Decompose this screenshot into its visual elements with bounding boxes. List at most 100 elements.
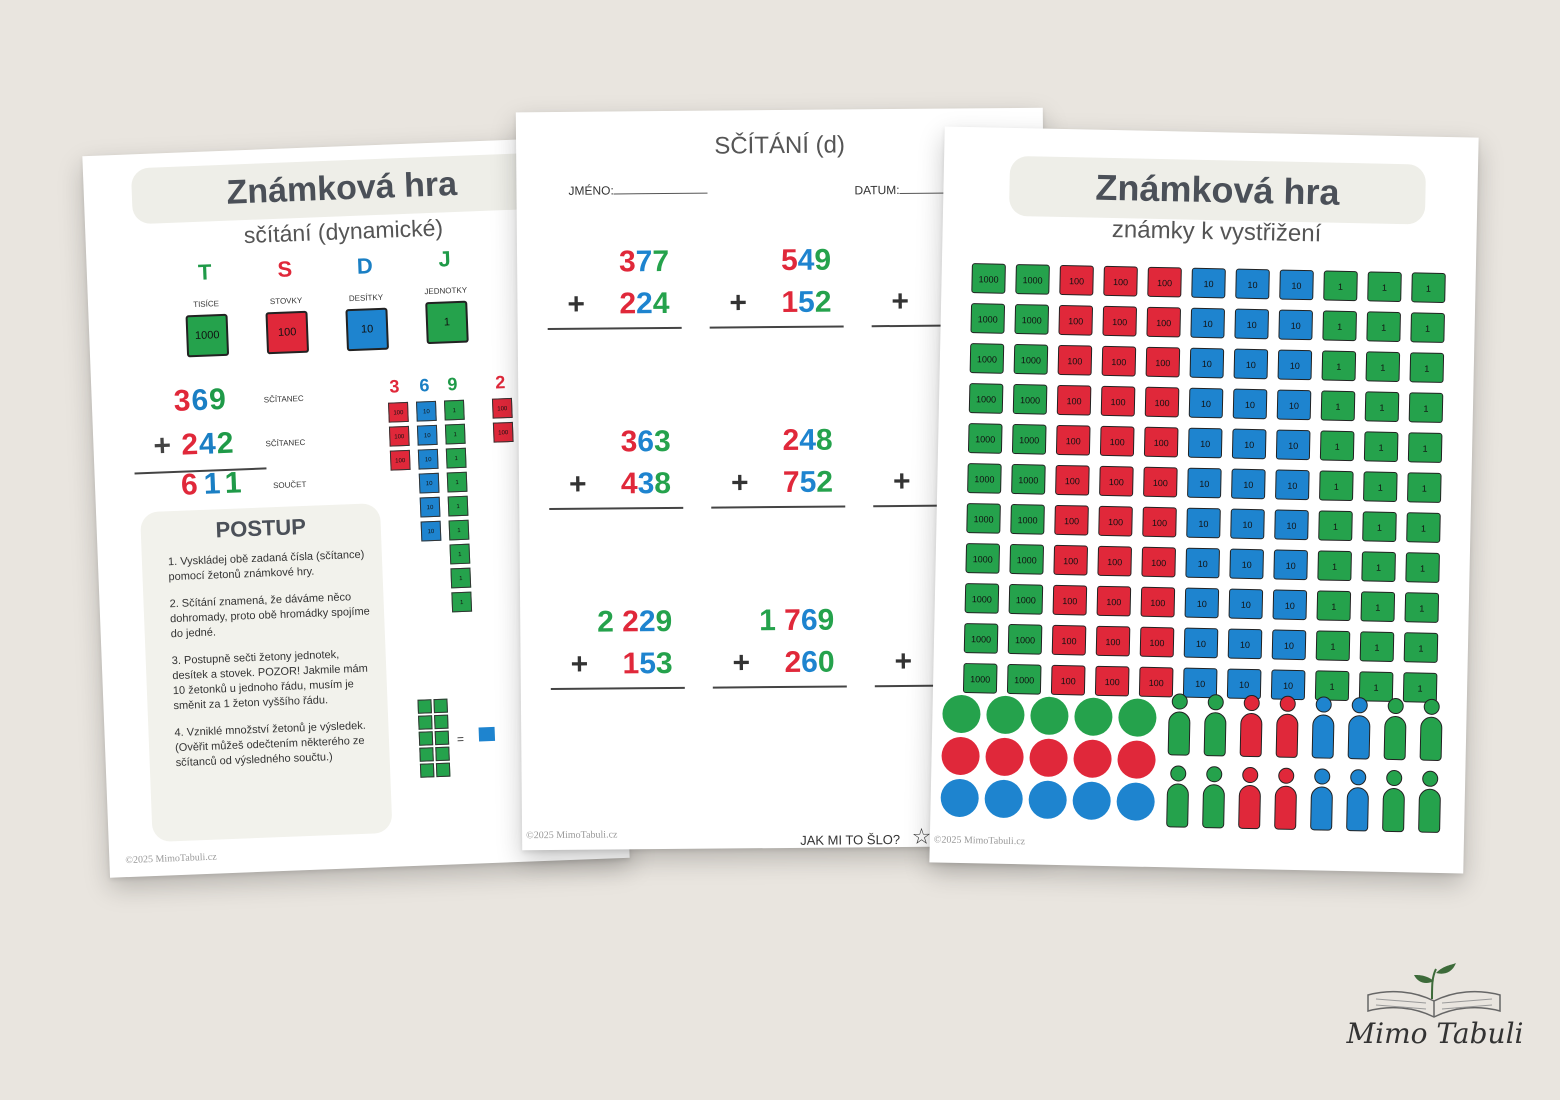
stamp-100: 100 bbox=[1099, 425, 1135, 457]
stamp-100: 100 bbox=[1100, 385, 1136, 417]
one-tile: 1 bbox=[451, 591, 473, 613]
one-tile: 1 bbox=[446, 471, 468, 493]
addition-problem: 1 769 +260 bbox=[712, 603, 847, 690]
stamp-1000: 1000 bbox=[1014, 304, 1050, 335]
problem-grid: 377+224549+15256+34363+438248+75256+342 … bbox=[516, 108, 1043, 691]
postup-box: POSTUP 1. Vyskládej obě zadaná čísla (sč… bbox=[140, 503, 393, 843]
pawn-green bbox=[1166, 765, 1190, 828]
pawn-body bbox=[1310, 786, 1334, 831]
addend-top: 248 bbox=[782, 424, 832, 458]
plus-sign: + bbox=[729, 286, 748, 320]
ten-tile: 10 bbox=[418, 472, 440, 494]
stamp-10: 10 bbox=[1191, 267, 1226, 299]
pawn-green bbox=[1418, 770, 1441, 834]
sheet-cutouts: Známková hra známky k vystřižení 1000 100… bbox=[929, 126, 1479, 874]
stamp-row: 1000 1000 100 100 100 10 10 10 1 1 1 bbox=[966, 503, 1447, 543]
stamp-10: 10 bbox=[1185, 547, 1220, 579]
digit: 7 bbox=[652, 244, 670, 279]
stamp-1: 1 bbox=[1322, 310, 1357, 342]
stamp-row: 1000 1000 100 100 100 10 10 10 1 1 1 bbox=[970, 303, 1451, 343]
column-head-units: 9 bbox=[446, 374, 458, 395]
disc-blue bbox=[1116, 782, 1156, 822]
addition-problem: 377 +224 bbox=[547, 245, 682, 332]
digit: 2 bbox=[782, 423, 800, 457]
digit: 2 bbox=[216, 426, 236, 461]
digit: 6 bbox=[800, 603, 818, 637]
place-letter: J bbox=[437, 246, 452, 272]
addend-top: 549 bbox=[781, 244, 831, 278]
digit: 4 bbox=[620, 467, 638, 501]
digit: 4 bbox=[198, 427, 218, 461]
addend-label: SČÍTANEC bbox=[263, 393, 304, 405]
hundred-tile: 100 bbox=[389, 449, 411, 471]
stamp-1000: 1000 bbox=[1013, 343, 1049, 375]
stamp-row: 1000 1000 100 100 100 10 10 10 1 1 1 bbox=[962, 662, 1444, 703]
copyright: ©2025 MimoTabuli.cz bbox=[526, 829, 618, 842]
pawn-green bbox=[1383, 697, 1407, 761]
digit: 3 bbox=[637, 467, 655, 501]
stamp-1000: 1000 bbox=[965, 543, 1001, 574]
addition-problem: 549 +152 bbox=[709, 243, 844, 330]
pawn-head bbox=[1387, 697, 1404, 715]
stamp-1: 1 bbox=[1406, 472, 1442, 503]
digit: 3 bbox=[173, 384, 193, 418]
game-tokens bbox=[940, 126, 1479, 834]
digit: 5 bbox=[799, 465, 817, 499]
stamp-1: 1 bbox=[1319, 470, 1354, 502]
stamp-10: 10 bbox=[1233, 348, 1269, 380]
disc-red bbox=[941, 736, 980, 776]
stamp-1000: 1000 bbox=[1015, 264, 1050, 295]
disc-red bbox=[985, 737, 1024, 777]
hundred-tile: 100 bbox=[491, 397, 513, 419]
stamp-1000: 1000 bbox=[964, 583, 1000, 614]
stamp-1: 1 bbox=[1411, 272, 1446, 304]
self-evaluation: JAK MI TO ŠLO? ☆ bbox=[800, 824, 932, 851]
digit: 4 bbox=[799, 423, 817, 457]
one-tile bbox=[434, 714, 449, 730]
disc-blue bbox=[1028, 780, 1068, 820]
disc-red bbox=[1073, 739, 1112, 779]
disc-red bbox=[1117, 740, 1156, 780]
postup-steps: 1. Vyskládej obě zadaná čísla (sčítance)… bbox=[142, 547, 390, 772]
digit: 2 bbox=[622, 605, 640, 639]
stamp-10: 10 bbox=[1188, 387, 1224, 419]
stamp-100: 100 bbox=[1147, 266, 1182, 298]
stamp-10: 10 bbox=[1231, 468, 1266, 500]
digit: 7 bbox=[782, 465, 800, 499]
stamp-1000: 1000 bbox=[1008, 583, 1044, 615]
postup-step: 3. Postupně sečti žetony jednotek, desít… bbox=[171, 648, 369, 713]
self-evaluation-label: JAK MI TO ŠLO? bbox=[800, 831, 901, 848]
pawn-body bbox=[1166, 783, 1190, 828]
digit: 1 bbox=[203, 467, 226, 501]
star-icon[interactable]: ☆ bbox=[911, 823, 932, 849]
addend-top: 363 bbox=[620, 425, 670, 459]
pawn-body bbox=[1239, 712, 1263, 758]
stamp-row: 1000 1000 100 100 100 10 10 10 1 1 1 bbox=[967, 463, 1448, 503]
digit: 2 bbox=[784, 645, 802, 679]
pawn-head bbox=[1171, 693, 1188, 710]
place-hundreds: S STOVKY 100 bbox=[244, 255, 328, 355]
one-tile: 1 bbox=[450, 567, 472, 589]
answer-line bbox=[709, 325, 844, 329]
stamp-10: 10 bbox=[1190, 307, 1226, 339]
digit: 5 bbox=[780, 243, 798, 278]
digit: 3 bbox=[653, 424, 671, 459]
stamp-10: 10 bbox=[1274, 509, 1309, 541]
disc-green bbox=[986, 695, 1025, 735]
hundred-tile: 100 bbox=[388, 401, 409, 423]
stamp-10: 10 bbox=[1279, 269, 1314, 301]
stamp-100: 100 bbox=[1055, 424, 1091, 456]
stamp-row: 1000 1000 100 100 100 10 10 10 1 1 1 bbox=[964, 583, 1446, 623]
one-tile bbox=[435, 746, 450, 762]
equals-sign: = bbox=[456, 732, 465, 747]
pawn-head bbox=[1315, 696, 1332, 713]
stamp-1: 1 bbox=[1363, 471, 1398, 503]
stamp-10: 10 bbox=[1183, 627, 1219, 659]
stamp-10: 10 bbox=[1275, 429, 1311, 461]
pawn-head bbox=[1386, 769, 1403, 787]
pawn-head bbox=[1314, 768, 1331, 785]
brand-logo: Mimo Tabuli bbox=[1340, 955, 1530, 1065]
pawn-blue bbox=[1346, 769, 1370, 832]
addend-top: 2 229 bbox=[597, 605, 672, 640]
digit: 9 bbox=[208, 382, 228, 417]
